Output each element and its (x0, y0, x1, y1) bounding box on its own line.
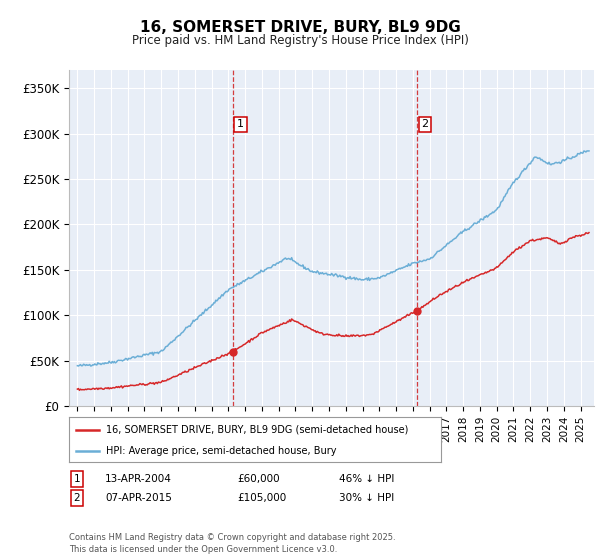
Text: £105,000: £105,000 (237, 493, 286, 503)
Text: 1: 1 (237, 119, 244, 129)
Text: 46% ↓ HPI: 46% ↓ HPI (339, 474, 394, 484)
Text: 13-APR-2004: 13-APR-2004 (105, 474, 172, 484)
Text: 16, SOMERSET DRIVE, BURY, BL9 9DG (semi-detached house): 16, SOMERSET DRIVE, BURY, BL9 9DG (semi-… (106, 424, 409, 435)
Text: 2: 2 (422, 119, 428, 129)
Text: 07-APR-2015: 07-APR-2015 (105, 493, 172, 503)
Text: 16, SOMERSET DRIVE, BURY, BL9 9DG: 16, SOMERSET DRIVE, BURY, BL9 9DG (140, 20, 460, 35)
Text: £60,000: £60,000 (237, 474, 280, 484)
Text: Contains HM Land Registry data © Crown copyright and database right 2025.
This d: Contains HM Land Registry data © Crown c… (69, 533, 395, 554)
Text: HPI: Average price, semi-detached house, Bury: HPI: Average price, semi-detached house,… (106, 446, 337, 456)
Text: 30% ↓ HPI: 30% ↓ HPI (339, 493, 394, 503)
Text: Price paid vs. HM Land Registry's House Price Index (HPI): Price paid vs. HM Land Registry's House … (131, 34, 469, 46)
Text: 1: 1 (73, 474, 80, 484)
Text: 2: 2 (73, 493, 80, 503)
